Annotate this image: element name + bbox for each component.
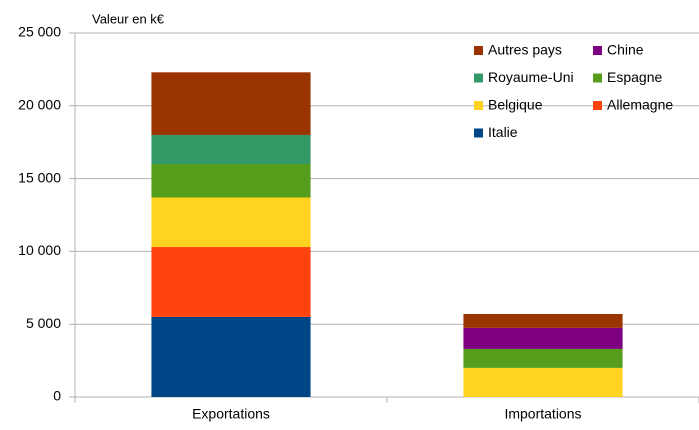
- legend-label: Allemagne: [607, 97, 673, 113]
- legend-label: Espagne: [607, 69, 662, 85]
- y-tick-label: 0: [53, 388, 61, 404]
- y-tick-label: 15 000: [18, 169, 61, 185]
- bar-segment: [151, 164, 311, 198]
- bar-segment: [463, 327, 623, 349]
- bar-segment: [463, 348, 623, 368]
- bar-segment: [151, 247, 311, 317]
- legend-swatch: [474, 73, 483, 83]
- bar-segment: [463, 367, 623, 397]
- bar-segment: [463, 314, 623, 328]
- legend-label: Italie: [488, 124, 518, 140]
- x-tick-label: Importations: [504, 406, 581, 422]
- legend-label: Royaume-Uni: [488, 69, 574, 85]
- bar-segment: [151, 134, 311, 165]
- legend-swatch: [593, 73, 602, 83]
- legend-swatch: [474, 101, 483, 110]
- y-tick-label: 10 000: [18, 242, 61, 258]
- legend-label: Chine: [607, 42, 644, 58]
- legend-swatch: [593, 46, 602, 55]
- legend-label: Autres pays: [488, 42, 562, 58]
- bar-segment: [151, 197, 311, 248]
- legend-swatch: [593, 101, 602, 110]
- legend-label: Belgique: [488, 97, 543, 113]
- y-tick-label: 5 000: [26, 315, 61, 331]
- bar-segment: [151, 72, 311, 135]
- y-tick-label: 20 000: [18, 97, 61, 113]
- x-tick-label: Exportations: [192, 406, 270, 422]
- legend-swatch: [474, 128, 483, 138]
- y-tick-label: 25 000: [18, 24, 61, 40]
- y-axis-label: Valeur en k€: [92, 11, 165, 26]
- bar-segment: [151, 316, 311, 397]
- legend-swatch: [474, 46, 483, 55]
